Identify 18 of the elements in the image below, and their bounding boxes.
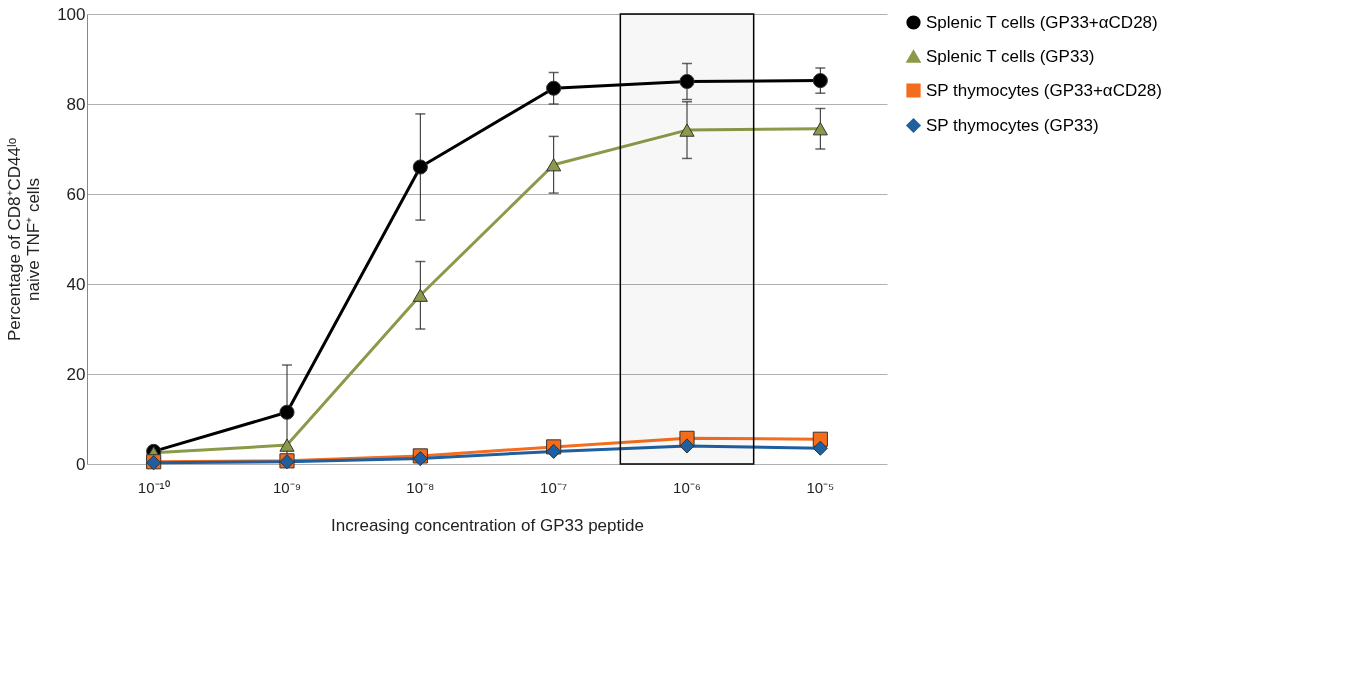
x-tick-label: 10⁻¹⁰: [137, 478, 170, 496]
y-tick-label: 100: [57, 4, 86, 24]
y-axis-title: Percentage of CD8⁺CD44ˡᵒ naive TNF⁺ cells: [5, 137, 44, 342]
x-tick-label: 10⁻⁸: [406, 478, 435, 496]
y-tick-label: 40: [66, 274, 86, 294]
x-tick-label: 10⁻⁵: [806, 478, 835, 496]
x-tick-label: 10⁻⁷: [540, 478, 568, 496]
legend-label: SP thymocytes (GP33+αCD28): [926, 80, 1162, 100]
x-tick-label: 10⁻⁹: [272, 478, 302, 496]
legend-label: SP thymocytes (GP33): [926, 115, 1099, 135]
legend-label: Splenic T cells (GP33+αCD28): [926, 12, 1158, 32]
x-tick-label: 10⁻⁶: [673, 478, 701, 496]
y-tick-label: 80: [66, 94, 86, 114]
legend-label: Splenic T cells (GP33): [926, 46, 1095, 66]
y-tick-label: 60: [66, 184, 86, 204]
y-tick-label: 20: [66, 364, 86, 384]
y-tick-label: 0: [76, 454, 86, 474]
x-axis-title: Increasing concentration of GP33 peptide: [331, 515, 644, 535]
